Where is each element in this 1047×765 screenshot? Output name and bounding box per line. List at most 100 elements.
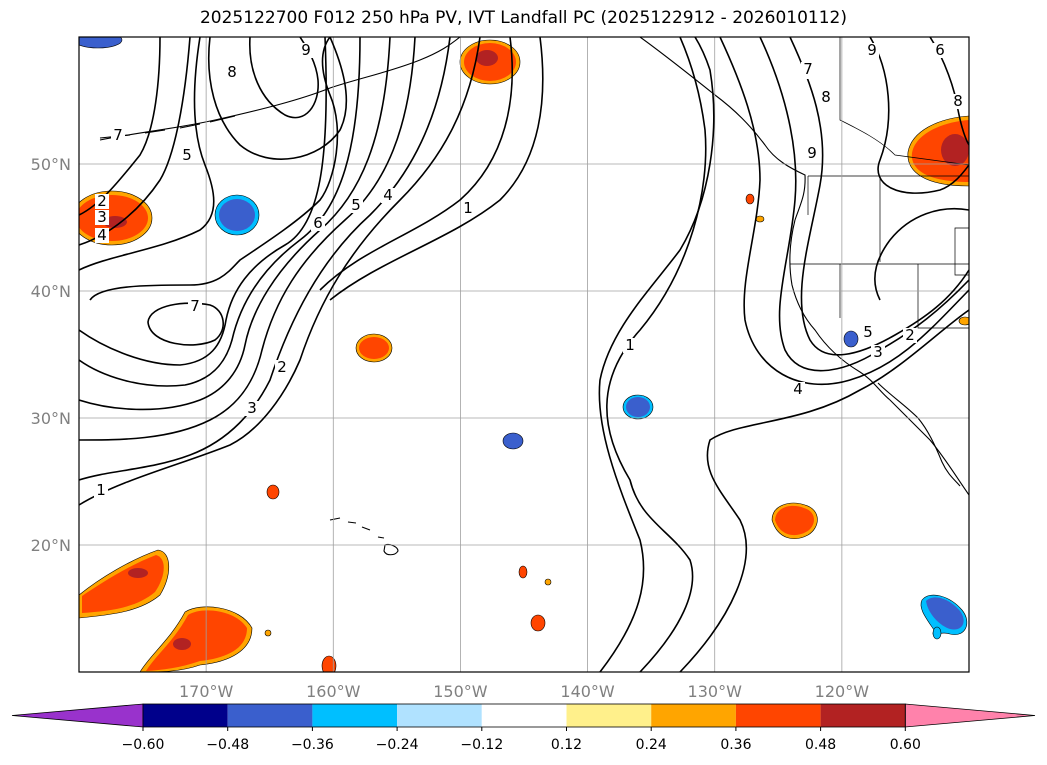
contour-label: 9 bbox=[807, 144, 817, 162]
neg-anomaly-blob bbox=[79, 37, 123, 49]
colorbar-tick-label: 0.60 bbox=[890, 737, 921, 753]
contour-label: 5 bbox=[351, 196, 361, 214]
contour-label: 5 bbox=[182, 146, 192, 164]
pv-contour bbox=[79, 37, 451, 481]
longitude-labels: 170°W 160°W 150°W 140°W 130°W 120°W bbox=[179, 682, 869, 701]
colorbar-tick-label: −0.36 bbox=[291, 737, 334, 753]
contour-label-bg bbox=[349, 198, 363, 213]
latitude-labels: 20°N 30°N 40°N 50°N bbox=[31, 155, 71, 555]
contour-label-bg bbox=[188, 299, 202, 314]
lon-tick-label: 130°W bbox=[688, 682, 743, 701]
pv-contour bbox=[79, 37, 191, 246]
contour-label-bg bbox=[311, 216, 325, 231]
colorbar-segment bbox=[312, 704, 398, 727]
contour-label-bg bbox=[951, 94, 965, 109]
contour-label: 2 bbox=[97, 192, 107, 210]
pv-contour bbox=[719, 37, 969, 385]
lat-tick-label: 40°N bbox=[31, 282, 71, 301]
lat-tick-label: 20°N bbox=[31, 536, 71, 555]
contour-label: 1 bbox=[463, 199, 473, 217]
pv-contour bbox=[329, 37, 544, 301]
contour-label-bg bbox=[94, 483, 108, 498]
baja-peninsula bbox=[877, 382, 961, 487]
contour-label: 2 bbox=[277, 358, 287, 376]
contour-label: 7 bbox=[190, 297, 200, 315]
pos-anomaly-blob bbox=[530, 614, 546, 632]
pos-anomaly-blob bbox=[544, 578, 552, 586]
contour-label: 7 bbox=[113, 126, 123, 144]
contour-label-bg bbox=[865, 43, 879, 58]
contour-label-bg bbox=[861, 325, 875, 340]
contour-label: 6 bbox=[935, 41, 945, 59]
contour-label: 1 bbox=[625, 336, 635, 354]
map-title: 2025122700 F012 250 hPa PV, IVT Landfall… bbox=[199, 8, 847, 28]
alaska-coast bbox=[99, 37, 461, 141]
pv-contour bbox=[79, 37, 327, 366]
lon-tick-label: 120°W bbox=[815, 682, 870, 701]
pv-contour bbox=[789, 37, 969, 356]
bc-coast bbox=[639, 37, 806, 221]
canada-border bbox=[839, 37, 969, 166]
contour-label-bg bbox=[95, 194, 109, 209]
contour-label: 5 bbox=[863, 323, 873, 341]
contour-label: 2 bbox=[905, 326, 915, 344]
contour-label-bg bbox=[95, 210, 109, 225]
hawaii-islands bbox=[329, 517, 399, 556]
pv-contour bbox=[79, 37, 416, 441]
contour-label: 4 bbox=[97, 226, 107, 244]
pv-contour-layer bbox=[79, 37, 969, 672]
colorbar-tick-label: −0.12 bbox=[460, 737, 503, 753]
neg-anomaly-blob bbox=[843, 330, 859, 348]
contour-label-bg bbox=[791, 382, 805, 397]
neg-anomaly-blob bbox=[502, 432, 524, 450]
pos-anomaly-max bbox=[941, 134, 969, 166]
graticule bbox=[79, 37, 969, 672]
pv-contour bbox=[759, 37, 969, 372]
pv-contour bbox=[598, 37, 715, 672]
colorbar-tick-label: 0.48 bbox=[805, 737, 836, 753]
pv-contour bbox=[207, 37, 348, 160]
contour-label: 7 bbox=[803, 60, 813, 78]
contour-label-bg bbox=[95, 228, 109, 243]
pos-anomaly-max bbox=[476, 50, 498, 66]
contour-label: 9 bbox=[867, 41, 877, 59]
pos-anomaly-blob bbox=[745, 193, 755, 205]
neg-anomaly-core bbox=[219, 199, 255, 231]
colorbar-tick-label: 0.24 bbox=[636, 737, 667, 753]
colorbar-segment bbox=[735, 704, 821, 727]
contour-label-bg bbox=[461, 201, 475, 216]
contour-label-bg bbox=[111, 128, 125, 143]
contour-label-layer: 989752347654172311986785324 bbox=[94, 41, 965, 499]
pv-contour bbox=[606, 37, 707, 672]
contour-label-bg bbox=[819, 90, 833, 105]
colorbar-tick-label: −0.24 bbox=[376, 737, 419, 753]
pv-contour bbox=[79, 37, 361, 387]
colorbar-tick-label: −0.48 bbox=[206, 737, 249, 753]
pv-contour bbox=[874, 208, 969, 301]
colorbar-segment bbox=[481, 704, 567, 727]
contour-label-bg bbox=[933, 43, 947, 58]
pos-anomaly-blob bbox=[518, 565, 528, 579]
contour-label-bg bbox=[903, 328, 917, 343]
contour-label-bg bbox=[245, 401, 259, 416]
pos-anomaly-blob bbox=[321, 655, 337, 672]
contour-label-bg bbox=[805, 146, 819, 161]
contour-label: 6 bbox=[313, 214, 323, 232]
lon-tick-label: 140°W bbox=[560, 682, 615, 701]
contour-label-bg bbox=[275, 360, 289, 375]
colorbar bbox=[11, 703, 1036, 731]
colorbar-segment bbox=[566, 704, 652, 727]
colorbar-tick-label: 0.12 bbox=[551, 737, 582, 753]
lon-tick-label: 160°W bbox=[306, 682, 361, 701]
colorbar-tick-label: 0.36 bbox=[720, 737, 751, 753]
contour-label-bg bbox=[225, 65, 239, 80]
contour-label: 3 bbox=[873, 343, 883, 361]
neg-anomaly-core bbox=[626, 397, 650, 417]
colorbar-segment bbox=[651, 704, 736, 727]
contour-label: 3 bbox=[247, 399, 257, 417]
colorbar-outline bbox=[142, 703, 906, 728]
contour-label-bg bbox=[623, 338, 637, 353]
contour-label-bg bbox=[871, 345, 885, 360]
contour-label: 3 bbox=[97, 208, 107, 226]
contour-label: 1 bbox=[96, 481, 106, 499]
